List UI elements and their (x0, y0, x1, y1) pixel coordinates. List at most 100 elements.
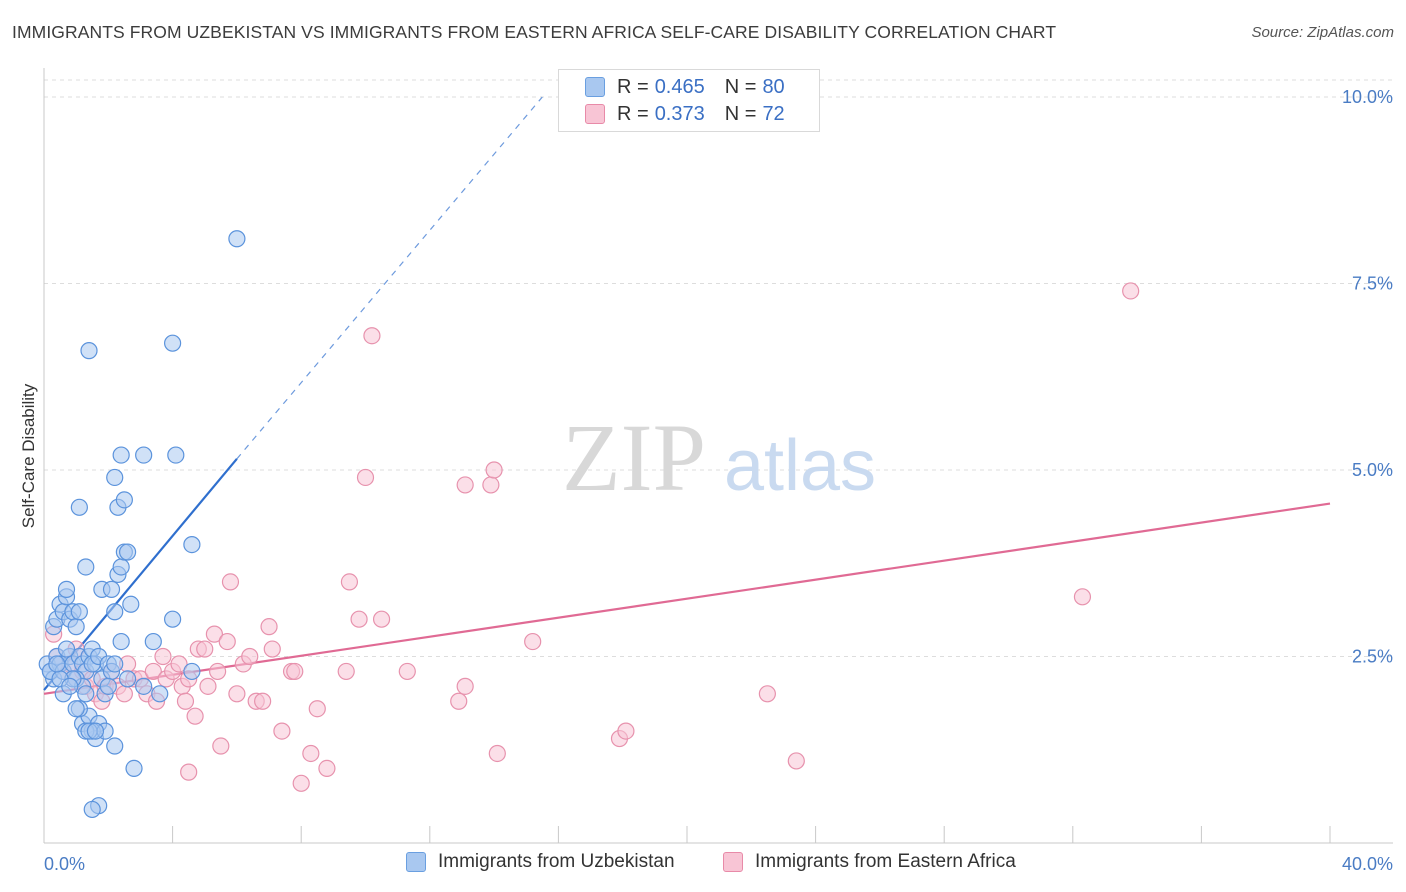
point-eastern-africa (356, 468, 375, 487)
y-tick-label: 2.5% (1352, 647, 1393, 667)
watermark: ZIP atlas (562, 404, 876, 511)
point-uzbekistan (122, 595, 140, 613)
point-uzbekistan (86, 722, 105, 740)
point-eastern-africa (450, 692, 468, 710)
trend-lines (43, 96, 1331, 695)
point-uzbekistan (151, 685, 169, 703)
point-eastern-africa (286, 662, 304, 681)
legend-swatch-pink (585, 104, 605, 124)
point-eastern-africa (363, 327, 381, 345)
point-uzbekistan (135, 677, 153, 695)
point-eastern-africa (205, 625, 223, 643)
point-uzbekistan (135, 446, 153, 464)
point-uzbekistan (77, 685, 95, 703)
point-uzbekistan (57, 580, 76, 598)
point-eastern-africa (524, 632, 542, 651)
point-eastern-africa (170, 655, 188, 673)
point-eastern-africa (456, 476, 474, 494)
data-points (38, 230, 1140, 819)
point-uzbekistan (61, 677, 79, 695)
point-eastern-africa (617, 722, 635, 740)
point-uzbekistan (164, 610, 182, 628)
point-uzbekistan (112, 446, 130, 464)
point-eastern-africa (337, 662, 355, 681)
point-eastern-africa (221, 573, 240, 591)
point-eastern-africa (292, 774, 310, 792)
point-uzbekistan (228, 230, 246, 248)
point-eastern-africa (1073, 588, 1092, 606)
legend-n-label: N = (724, 102, 757, 125)
legend-r-label: R = (617, 102, 649, 125)
point-eastern-africa (209, 662, 227, 681)
point-eastern-africa (154, 647, 172, 666)
point-eastern-africa (456, 677, 474, 695)
point-eastern-africa (340, 573, 359, 591)
point-uzbekistan (106, 655, 124, 673)
legend-r-value: 0.373 (654, 102, 705, 125)
bottom-legend-label: Immigrants from Eastern Africa (755, 851, 1016, 872)
y-tick-label: 10.0% (1342, 87, 1393, 107)
legend-row-eastern-africa: R = 0.373 N = 72 (559, 100, 785, 128)
point-eastern-africa (212, 737, 230, 755)
point-uzbekistan (106, 468, 124, 487)
legend-n-value: 72 (762, 102, 785, 125)
point-uzbekistan (67, 618, 85, 636)
y-tick-labels: 2.5% 5.0% 7.5% 10.0% (1342, 87, 1393, 667)
point-uzbekistan (77, 558, 95, 576)
point-uzbekistan (118, 543, 137, 561)
legend-r-label: R = (617, 75, 649, 98)
x-tick-label-min: 0.0% (44, 854, 85, 874)
point-eastern-africa (302, 744, 320, 763)
trend-line-uzbekistan-extension (236, 96, 543, 460)
bottom-legend-eastern-africa: Immigrants from Eastern Africa (723, 851, 1016, 873)
axes (43, 68, 1393, 844)
point-uzbekistan (144, 632, 162, 651)
point-uzbekistan (112, 558, 130, 576)
legend: R = 0.465 N = 80 R = 0.373 N = 72 (558, 69, 820, 132)
point-uzbekistan (57, 640, 76, 658)
point-uzbekistan (99, 677, 117, 695)
legend-swatch-blue (585, 77, 605, 97)
legend-n-value: 80 (762, 75, 785, 98)
point-eastern-africa (787, 752, 805, 770)
point-eastern-africa (176, 692, 195, 710)
x-tick-label-max: 40.0% (1342, 854, 1393, 874)
point-uzbekistan (125, 759, 143, 778)
source-credit: Source: ZipAtlas.com (1251, 24, 1394, 41)
point-eastern-africa (254, 692, 272, 710)
point-eastern-africa (488, 744, 506, 763)
y-tick-label: 5.0% (1352, 460, 1393, 480)
point-uzbekistan (183, 535, 201, 554)
point-uzbekistan (106, 737, 124, 755)
point-uzbekistan (83, 800, 101, 819)
point-uzbekistan (70, 603, 88, 621)
point-uzbekistan (67, 700, 85, 718)
legend-row-uzbekistan: R = 0.465 N = 80 (559, 73, 785, 101)
point-eastern-africa (372, 610, 391, 628)
point-uzbekistan (48, 655, 66, 673)
point-uzbekistan (102, 580, 121, 598)
point-eastern-africa (758, 685, 776, 703)
watermark-atlas: atlas (724, 426, 876, 506)
gridlines (44, 79, 1393, 657)
point-eastern-africa (180, 763, 198, 781)
point-uzbekistan (106, 603, 124, 621)
point-eastern-africa (228, 685, 246, 703)
y-axis-label: Self-Care Disability (19, 383, 38, 528)
point-uzbekistan (183, 662, 201, 681)
point-eastern-africa (218, 632, 236, 651)
point-uzbekistan (80, 342, 98, 360)
point-eastern-africa (350, 610, 368, 628)
point-eastern-africa (144, 662, 162, 681)
point-eastern-africa (263, 640, 281, 658)
point-uzbekistan (70, 498, 88, 516)
point-eastern-africa (1122, 282, 1140, 300)
point-eastern-africa (186, 707, 204, 725)
point-eastern-africa (482, 476, 500, 494)
point-uzbekistan (115, 491, 133, 509)
bottom-legend: Immigrants from Uzbekistan Immigrants fr… (0, 851, 1406, 877)
point-eastern-africa (196, 640, 214, 658)
legend-n-label: N = (724, 75, 757, 98)
bottom-legend-uzbekistan: Immigrants from Uzbekistan (406, 851, 675, 873)
